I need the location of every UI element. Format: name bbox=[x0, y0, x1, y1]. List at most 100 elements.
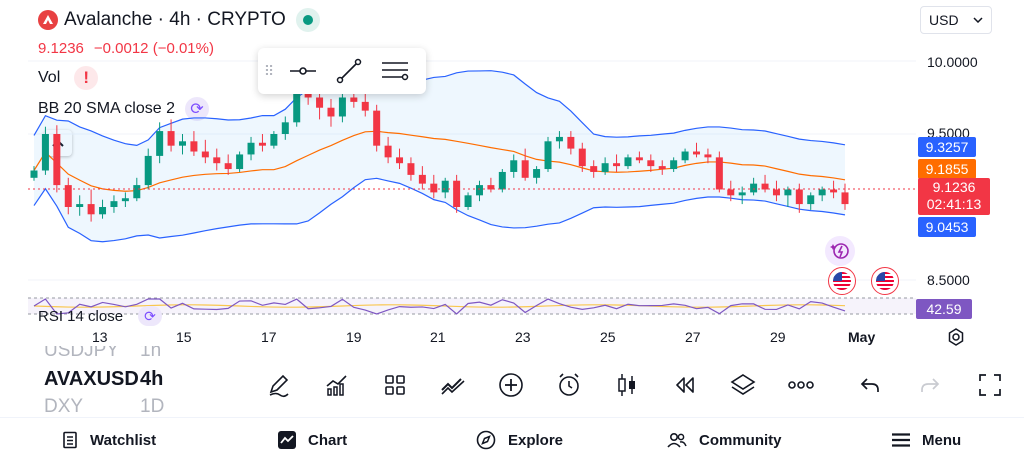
compare-button[interactable] bbox=[424, 368, 482, 402]
ticker-row-prev[interactable]: USDJPY 1h bbox=[44, 346, 184, 364]
candle-body bbox=[224, 163, 232, 170]
undo-icon bbox=[860, 378, 879, 392]
replay-button[interactable] bbox=[656, 368, 714, 402]
candle-body bbox=[350, 97, 358, 102]
bb-label: BB 20 SMA close 2 bbox=[38, 100, 175, 117]
candle-body bbox=[110, 201, 118, 207]
nav-watchlist[interactable]: Watchlist bbox=[62, 431, 156, 449]
candle-body bbox=[818, 189, 826, 196]
candle-body bbox=[704, 154, 712, 158]
fullscreen-button[interactable] bbox=[960, 368, 1020, 402]
bb-indicator-legend[interactable]: BB 20 SMA close 2 ⟳ bbox=[38, 97, 209, 121]
refresh-icon[interactable]: ⟳ bbox=[184, 97, 209, 121]
rsi-legend[interactable]: RSI 14 close bbox=[38, 308, 124, 325]
layers-icon bbox=[730, 374, 756, 395]
candle-body bbox=[121, 198, 129, 202]
last-price-value: 9.1236 bbox=[932, 179, 976, 195]
bottom-navigation[interactable]: Watchlist Chart Explore Community Menu bbox=[0, 417, 1024, 462]
candle-body bbox=[258, 142, 266, 146]
candle-body bbox=[361, 101, 369, 111]
drawing-toolbar[interactable]: ⠿ bbox=[258, 48, 426, 94]
rsi-refresh-icon[interactable]: ⟳ bbox=[138, 306, 162, 326]
bar-countdown: 02:41:13 bbox=[926, 196, 982, 212]
horizontal-line-tool[interactable] bbox=[280, 65, 326, 77]
candle-body bbox=[384, 145, 392, 158]
warning-icon[interactable]: ! bbox=[74, 66, 99, 90]
redo-button[interactable] bbox=[900, 368, 960, 402]
ticker-row-current[interactable]: AVAXUSD 4h bbox=[44, 364, 184, 394]
price-readout: 9.1236 −0.0012 (−0.01%) bbox=[38, 40, 214, 57]
tick-label: 10.0000 bbox=[927, 54, 978, 70]
chart-settings-icon[interactable] bbox=[946, 327, 966, 347]
nav-explore-label: Explore bbox=[508, 431, 564, 449]
more-button[interactable] bbox=[772, 368, 830, 402]
currency-select[interactable]: USD bbox=[920, 6, 992, 34]
ai-spark-icon[interactable] bbox=[825, 236, 855, 266]
pen-button[interactable] bbox=[250, 368, 308, 402]
vol-label: Vol bbox=[38, 69, 61, 86]
time-label: 25 bbox=[600, 329, 616, 345]
redo-icon bbox=[921, 378, 940, 392]
bb-lower-line bbox=[33, 177, 846, 243]
indicators-button[interactable] bbox=[308, 368, 366, 402]
add-button[interactable] bbox=[482, 368, 540, 402]
price-chart[interactable] bbox=[0, 0, 916, 300]
indicators-icon bbox=[326, 375, 347, 396]
time-label: May bbox=[848, 329, 876, 345]
nav-menu-label: Menu bbox=[922, 431, 962, 449]
candles-icon bbox=[618, 374, 635, 396]
watchlist-ticker[interactable]: USDJPY 1h AVAXUSD 4h DXY 1D bbox=[44, 346, 184, 416]
nav-community[interactable]: Community bbox=[667, 431, 782, 449]
history-tools[interactable] bbox=[840, 368, 1020, 402]
community-icon bbox=[667, 432, 687, 448]
alert-button[interactable] bbox=[540, 368, 598, 402]
undo-button[interactable] bbox=[840, 368, 900, 402]
candle-body bbox=[624, 157, 632, 167]
candle-body bbox=[64, 185, 72, 207]
candle-body bbox=[750, 183, 758, 193]
drag-handle-icon[interactable]: ⠿ bbox=[263, 62, 275, 79]
candle-body bbox=[567, 136, 575, 149]
candles-button[interactable] bbox=[598, 368, 656, 402]
time-label: 19 bbox=[346, 329, 362, 345]
explore-icon bbox=[476, 430, 496, 450]
horizontal-line-icon bbox=[290, 67, 316, 75]
layouts-button[interactable] bbox=[366, 368, 424, 402]
settings-lines-tool[interactable] bbox=[372, 58, 418, 84]
price-scale[interactable]: 10.0000 9.5000 8.5000 9.3257 9.1855 9.12… bbox=[916, 0, 1024, 300]
candle-body bbox=[533, 169, 541, 178]
candle-body bbox=[201, 151, 209, 158]
add-icon bbox=[499, 373, 523, 397]
trend-line-tool[interactable] bbox=[326, 57, 372, 85]
candle-body bbox=[670, 160, 678, 170]
candle-body bbox=[53, 134, 61, 186]
us-flag-event-icon[interactable] bbox=[828, 267, 856, 295]
candle-body bbox=[76, 204, 84, 207]
nav-chart[interactable]: Chart bbox=[278, 431, 347, 449]
layers-button[interactable] bbox=[714, 368, 772, 402]
nav-explore[interactable]: Explore bbox=[476, 430, 563, 450]
candle-body bbox=[727, 189, 735, 196]
avalanche-logo-icon bbox=[38, 10, 58, 30]
symbol-title[interactable]: Avalanche · 4h · CRYPTO bbox=[38, 8, 320, 32]
market-status-icon[interactable] bbox=[295, 8, 320, 32]
ticker-symbol: USDJPY bbox=[44, 346, 119, 361]
candle-body bbox=[578, 148, 586, 167]
candle-body bbox=[475, 185, 483, 196]
bb-lower-tag: 9.0453 bbox=[918, 217, 976, 237]
nav-menu[interactable]: Menu bbox=[892, 432, 961, 449]
bb-fill bbox=[34, 70, 845, 242]
chart-toolbar[interactable] bbox=[250, 368, 830, 402]
rsi-pane[interactable] bbox=[0, 296, 916, 322]
candle-body bbox=[167, 131, 175, 146]
vol-indicator-legend[interactable]: Vol ! bbox=[38, 66, 99, 90]
hamburger-menu-icon bbox=[892, 433, 910, 447]
replay-icon bbox=[676, 377, 694, 393]
us-flag-event-icon[interactable] bbox=[871, 267, 899, 295]
candle-body bbox=[772, 189, 780, 196]
ticker-row-next[interactable]: DXY 1D bbox=[44, 394, 184, 416]
candle-body bbox=[601, 163, 609, 172]
candle-body bbox=[99, 207, 107, 215]
candle-body bbox=[658, 166, 666, 170]
time-label: 15 bbox=[176, 329, 192, 345]
